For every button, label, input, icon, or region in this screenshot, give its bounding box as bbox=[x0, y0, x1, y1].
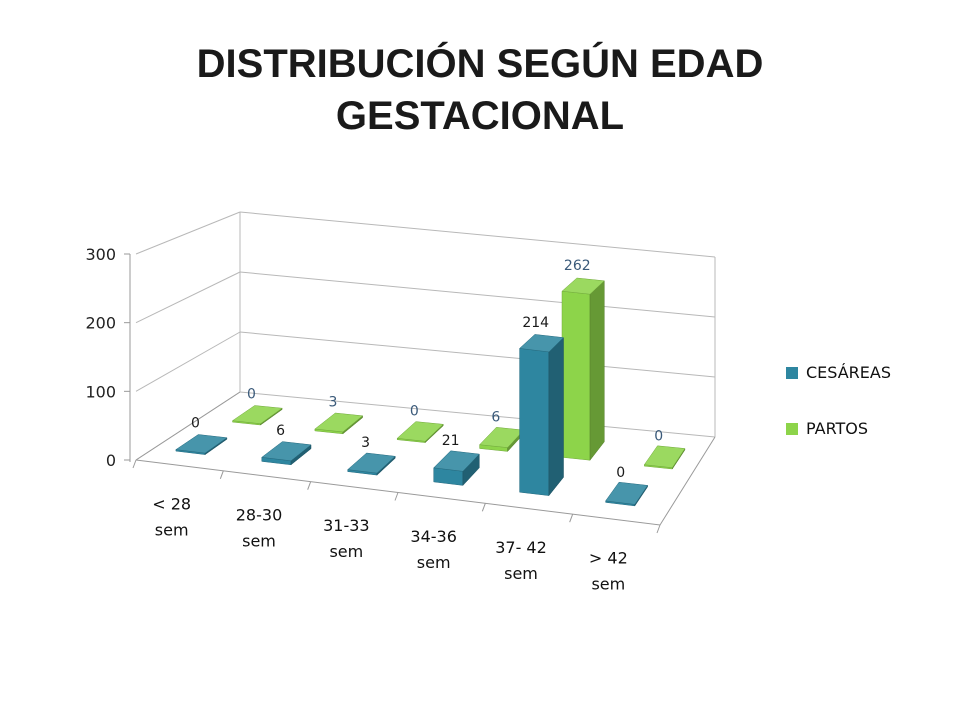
bar-top bbox=[175, 434, 228, 454]
legend-label: CESÁREAS bbox=[806, 363, 891, 382]
data-label: 0 bbox=[247, 386, 256, 402]
y-tick-label: 100 bbox=[85, 382, 116, 401]
side-gridline bbox=[135, 331, 241, 392]
bar-top bbox=[479, 427, 525, 448]
x-category-label: sem bbox=[329, 542, 363, 561]
x-tick-mark bbox=[481, 503, 486, 512]
bar-top bbox=[231, 405, 283, 424]
x-category-label: < 28 bbox=[152, 494, 191, 513]
x-tick-mark bbox=[132, 459, 137, 469]
bar-front bbox=[519, 348, 550, 496]
bar-side bbox=[589, 280, 605, 461]
back-gridline bbox=[239, 331, 716, 378]
x-category-label: > 42 bbox=[589, 549, 628, 568]
title-line-2: GESTACIONAL bbox=[335, 94, 625, 138]
x-category-label: 34-36 bbox=[410, 527, 457, 546]
chart-title: DISTRIBUCIÓN SEGÚN EDAD GESTACIONAL bbox=[0, 38, 960, 142]
side-gridline bbox=[135, 211, 241, 255]
data-label: 262 bbox=[564, 258, 591, 274]
x-tick-mark bbox=[307, 481, 312, 490]
bar-top bbox=[519, 334, 565, 353]
floor-edge bbox=[135, 391, 241, 461]
legend-label: PARTOS bbox=[806, 419, 868, 438]
x-category-label: sem bbox=[242, 531, 276, 550]
x-category-label: sem bbox=[417, 553, 451, 572]
data-label: 0 bbox=[191, 416, 200, 432]
back-gridline bbox=[239, 271, 716, 318]
data-label: 21 bbox=[442, 433, 460, 449]
y-tick-label: 300 bbox=[85, 245, 116, 264]
bar-top bbox=[261, 441, 312, 462]
legend-swatch bbox=[786, 367, 798, 379]
bar-top bbox=[561, 277, 605, 295]
data-label: 0 bbox=[410, 403, 419, 419]
x-category-label: 28-30 bbox=[236, 505, 283, 524]
x-tick-mark bbox=[656, 524, 661, 534]
data-label: 0 bbox=[654, 429, 663, 445]
bar-side bbox=[548, 337, 564, 497]
bar-top bbox=[643, 445, 686, 468]
x-tick-mark bbox=[569, 513, 574, 523]
back-gridline bbox=[239, 391, 716, 438]
floor-edge bbox=[135, 436, 716, 526]
side-gridline bbox=[135, 271, 241, 324]
x-tick-mark bbox=[219, 470, 224, 480]
data-label: 3 bbox=[361, 435, 370, 451]
legend-swatch bbox=[786, 423, 798, 435]
bar-top bbox=[396, 421, 444, 442]
bar-top bbox=[314, 412, 364, 433]
data-label: 6 bbox=[491, 409, 500, 425]
bar-top bbox=[605, 481, 649, 505]
bar-top bbox=[347, 452, 396, 474]
x-tick-mark bbox=[394, 492, 399, 501]
x-category-label: sem bbox=[504, 564, 538, 583]
x-category-label: sem bbox=[591, 575, 625, 594]
x-category-label: 37- 42 bbox=[495, 538, 547, 557]
y-tick-label: 200 bbox=[85, 314, 116, 333]
data-label: 0 bbox=[616, 465, 625, 481]
back-gridline bbox=[239, 211, 716, 258]
bar-top bbox=[433, 450, 480, 472]
y-tick-label: 0 bbox=[106, 451, 116, 470]
bar-front bbox=[561, 290, 591, 461]
x-category-label: 31-33 bbox=[323, 516, 370, 535]
title-line-1: DISTRIBUCIÓN SEGÚN EDAD bbox=[196, 42, 764, 86]
data-label: 3 bbox=[328, 394, 337, 410]
data-label: 214 bbox=[522, 315, 549, 331]
data-label: 6 bbox=[276, 423, 285, 439]
x-category-label: sem bbox=[155, 520, 189, 539]
